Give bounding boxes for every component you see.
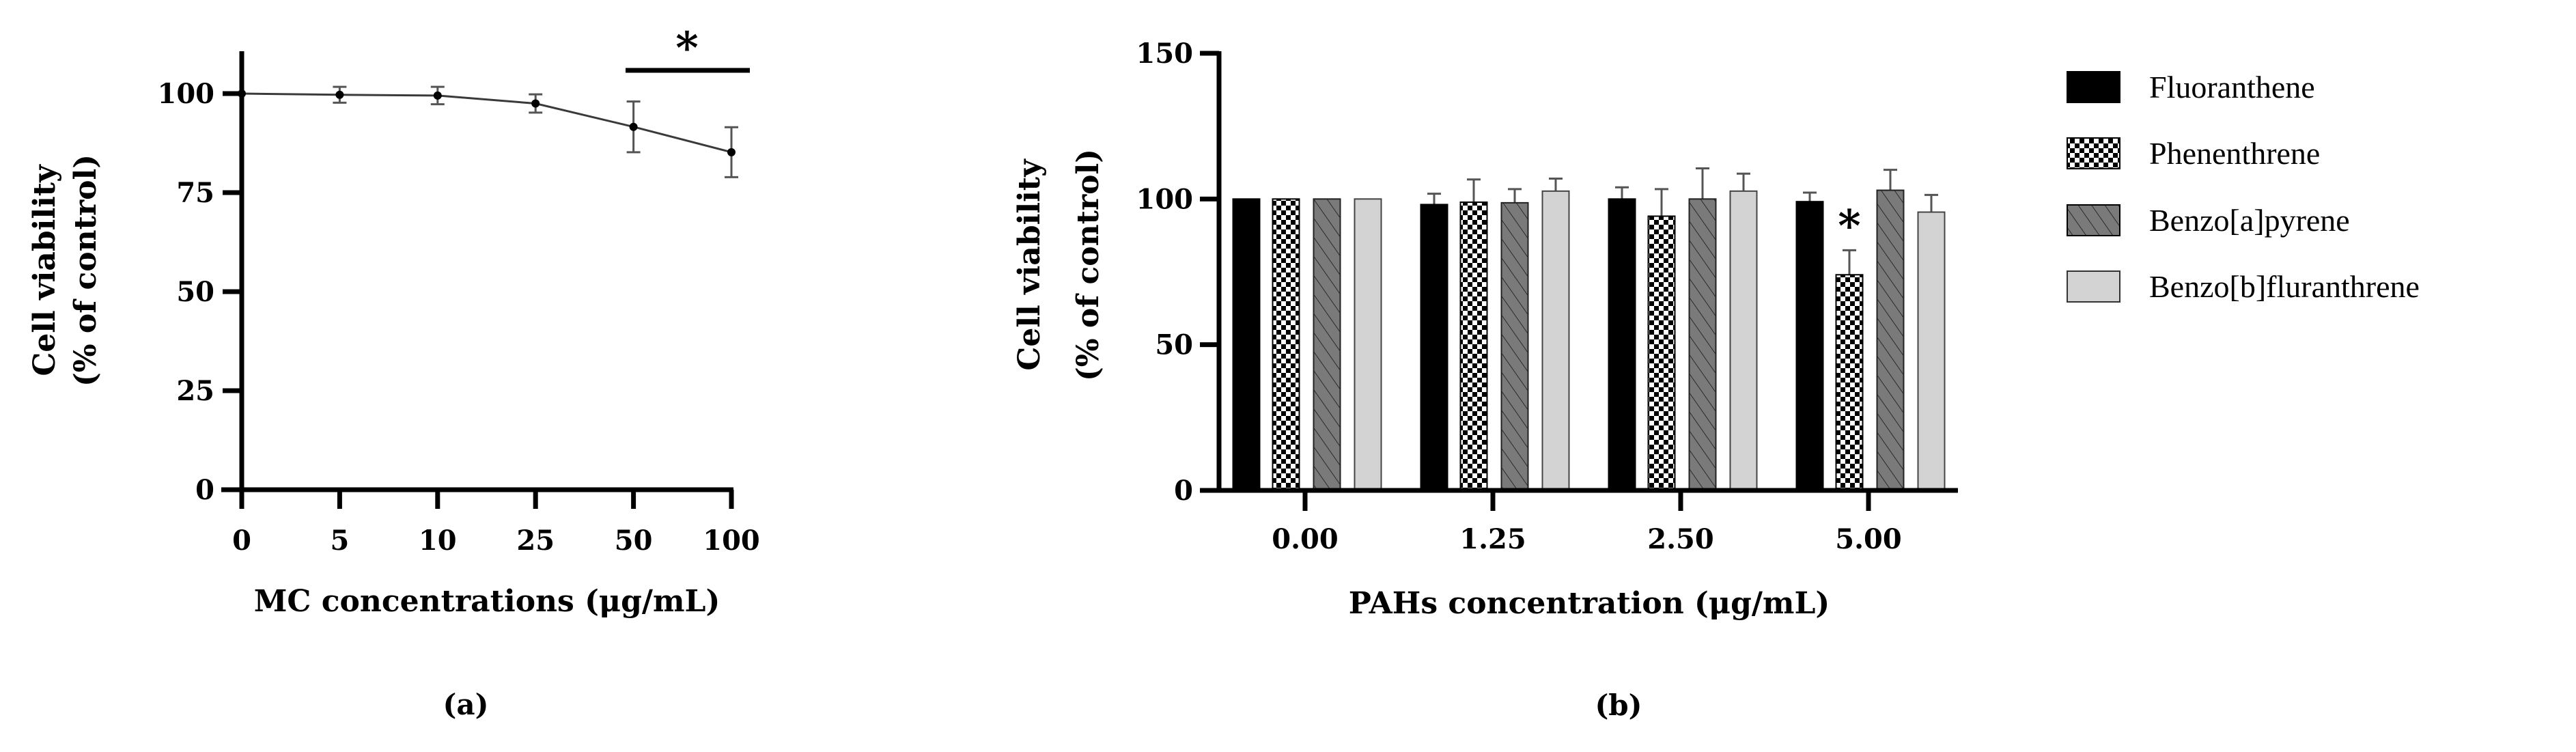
- y-tick-label: 50: [1155, 329, 1193, 361]
- chart-b-x-axis-title: PAHs concentration (μg/mL): [1349, 586, 1830, 621]
- bar: [1795, 201, 1824, 491]
- chart-a-y-axis-title-line2: (% of control): [68, 154, 103, 387]
- bar: [1917, 211, 1946, 491]
- bar: [1420, 204, 1448, 491]
- legend-item-benzo-b-fluranthrene: Benzo[b]fluranthrene: [2067, 269, 2420, 304]
- significance-asterisk: *: [675, 23, 698, 74]
- legend-item-benzo-a-pyrene: Benzo[a]pyrene: [2067, 203, 2350, 238]
- legend-label: Phenenthrene: [2149, 136, 2320, 171]
- x-tick-label: 10: [419, 525, 457, 557]
- data-point: [433, 91, 442, 100]
- chart-a-y-axis-title-line1: Cell viability: [27, 164, 62, 376]
- legend-label: Benzo[a]pyrene: [2149, 203, 2350, 238]
- y-tick-label: 0: [195, 474, 214, 506]
- data-point: [629, 122, 638, 131]
- bar: [1313, 198, 1341, 491]
- bar: [1232, 198, 1261, 491]
- data-point: [531, 99, 540, 108]
- y-tick-label: 75: [176, 177, 214, 209]
- y-tick-label: 100: [1136, 183, 1194, 215]
- chart-b-legend: Fluoranthene Phenenthrene Benzo[a]pyrene…: [2067, 70, 2420, 304]
- chart-a-plot-area: 0 25 50 75 100 0 5 10 25 50 100 *: [158, 23, 760, 557]
- y-tick-label: 150: [1136, 38, 1194, 70]
- y-tick-label: 100: [158, 78, 215, 110]
- chart-b-subfigure-label: (b): [1595, 688, 1642, 722]
- x-tick-label: 25: [516, 525, 555, 557]
- bar: [1272, 198, 1300, 491]
- x-tick-label: 5.00: [1835, 523, 1901, 555]
- legend-swatch-solid-black-icon: [2067, 71, 2120, 103]
- y-tick-label: 50: [176, 276, 214, 308]
- chart-a-subfigure-label: (a): [443, 688, 489, 721]
- legend-label: Benzo[b]fluranthrene: [2149, 269, 2420, 304]
- chart-b-plot-area: 0 50 100 150 0.00 1.25 2.50 5.00 *: [1136, 38, 1958, 555]
- bar: [1647, 215, 1676, 491]
- bar: [1729, 190, 1758, 491]
- legend-swatch-checker-icon: [2067, 137, 2120, 169]
- data-point: [335, 90, 344, 99]
- chart-b-bar-plot: 0 50 100 150 0.00 1.25 2.50 5.00 * Cell viabilit…: [1012, 38, 1958, 722]
- chart-a-line-plot: 0 25 50 75 100 0 5 10 25 50 100 * Cell viability (%…: [27, 23, 760, 721]
- bar: [1541, 190, 1570, 491]
- bar: [1688, 198, 1717, 491]
- data-point: [727, 148, 736, 156]
- chart-a-x-axis-title: MC concentrations (μg/mL): [254, 584, 720, 619]
- chart-b-y-axis-title-line1: Cell viability: [1012, 158, 1047, 371]
- chart-b-y-axis-title-line2: (% of control): [1071, 149, 1106, 381]
- x-tick-label: 0: [232, 525, 251, 557]
- x-tick-label: 5: [330, 525, 349, 557]
- x-tick-label: 2.50: [1647, 523, 1713, 555]
- bar: [1608, 198, 1636, 491]
- x-tick-label: 0.00: [1272, 523, 1338, 555]
- legend-item-phenenthrene: Phenenthrene: [2067, 136, 2320, 171]
- x-tick-label: 1.25: [1459, 523, 1526, 555]
- bar: [1459, 201, 1488, 491]
- data-line: [241, 92, 732, 154]
- legend-label: Fluoranthene: [2149, 70, 2315, 105]
- data-point: [238, 89, 246, 98]
- legend-swatch-light-grey-icon: [2067, 270, 2120, 303]
- y-tick-label: 25: [176, 375, 214, 407]
- legend-item-fluoranthene: Fluoranthene: [2067, 70, 2315, 105]
- legend-swatch-hatch-icon: [2067, 204, 2120, 236]
- bar: [1354, 198, 1382, 491]
- y-tick-label: 0: [1174, 475, 1193, 507]
- bar: [1876, 189, 1905, 491]
- bar: [1835, 274, 1864, 491]
- x-tick-label: 100: [703, 525, 760, 557]
- x-tick-label: 50: [615, 525, 653, 557]
- significance-asterisk: *: [1838, 200, 1860, 251]
- bar: [1500, 201, 1529, 491]
